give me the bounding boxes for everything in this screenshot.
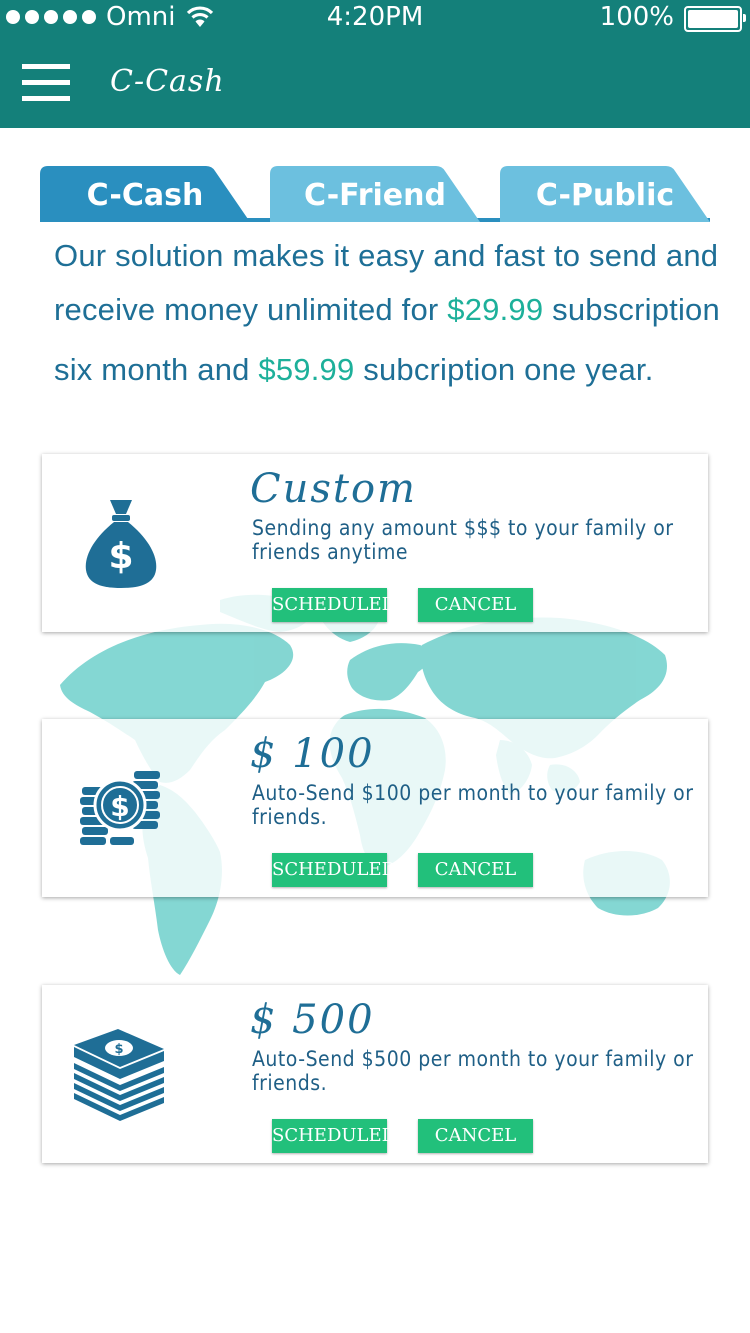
- plan-description: Auto-Send $500 per month to your family …: [252, 1047, 694, 1095]
- cancel-button[interactable]: CANCEL: [418, 853, 533, 887]
- tab-label: C-Friend: [304, 178, 446, 213]
- dollar-sign: $: [114, 1042, 123, 1057]
- plan-card-custom: $ Custom Sending any amount $$$ to your …: [42, 454, 708, 632]
- coin-stack-icon: $: [80, 771, 160, 845]
- tab-c-cash[interactable]: C-Cash: [40, 166, 250, 222]
- scheduled-button[interactable]: SCHEDULED: [272, 588, 396, 622]
- battery-percent: 100%: [599, 2, 674, 32]
- text: subscription: [543, 292, 720, 327]
- tab-bar: C-Cash C-Friend C-Public: [40, 166, 710, 222]
- hamburger-menu-icon[interactable]: [22, 64, 70, 102]
- plan-title: $ 100: [250, 731, 375, 777]
- tab-label: C-Public: [535, 178, 675, 213]
- scheduled-button[interactable]: SCHEDULED: [272, 1119, 396, 1153]
- clock: 4:20PM: [326, 2, 424, 32]
- cash-stack-icon: $: [74, 1029, 164, 1121]
- scheduled-button[interactable]: SCHEDULED: [272, 853, 396, 887]
- page-title: C-Cash: [110, 64, 225, 99]
- subscription-description: Our solution makes it easy and fast to s…: [54, 236, 720, 385]
- cancel-button[interactable]: CANCEL: [418, 588, 533, 622]
- plan-title: Custom: [250, 466, 417, 512]
- nav-bar: C-Cash: [0, 36, 750, 128]
- plan-title: $ 500: [250, 997, 375, 1043]
- text: six month and: [54, 352, 259, 387]
- carrier-name: Omni: [106, 2, 176, 32]
- battery-icon: [684, 6, 746, 32]
- one-year-price: $59.99: [258, 352, 355, 387]
- plan-card-500: $ $ 500 Auto-Send $500 per month to your…: [42, 985, 708, 1163]
- dollar-sign: $: [108, 536, 133, 577]
- plan-card-100: $ $ 100 Auto-Send $100 per month to your…: [42, 719, 708, 897]
- plan-description: Sending any amount $$$ to your family or…: [252, 516, 674, 564]
- six-month-price: $29.99: [447, 292, 544, 327]
- plan-description: Auto-Send $100 per month to your family …: [252, 781, 694, 829]
- dollar-sign: $: [110, 790, 129, 823]
- tab-label: C-Cash: [86, 178, 204, 213]
- description-line-3: six month and $59.99 subcription one yea…: [54, 354, 714, 385]
- text: subcription one year.: [354, 352, 654, 387]
- cancel-button[interactable]: CANCEL: [418, 1119, 533, 1153]
- text: receive money unlimited for: [54, 292, 448, 327]
- description-line-2: receive money unlimited for $29.99 subsc…: [54, 292, 720, 327]
- wifi-icon: [186, 4, 214, 33]
- description-line-1: Our solution makes it easy and fast to s…: [54, 238, 719, 273]
- signal-strength-icon: [6, 10, 96, 24]
- tab-c-public[interactable]: C-Public: [500, 166, 710, 222]
- status-bar: Omni 4:20PM 100%: [0, 0, 750, 36]
- money-bag-icon: $: [85, 500, 157, 588]
- tab-c-friend[interactable]: C-Friend: [270, 166, 480, 222]
